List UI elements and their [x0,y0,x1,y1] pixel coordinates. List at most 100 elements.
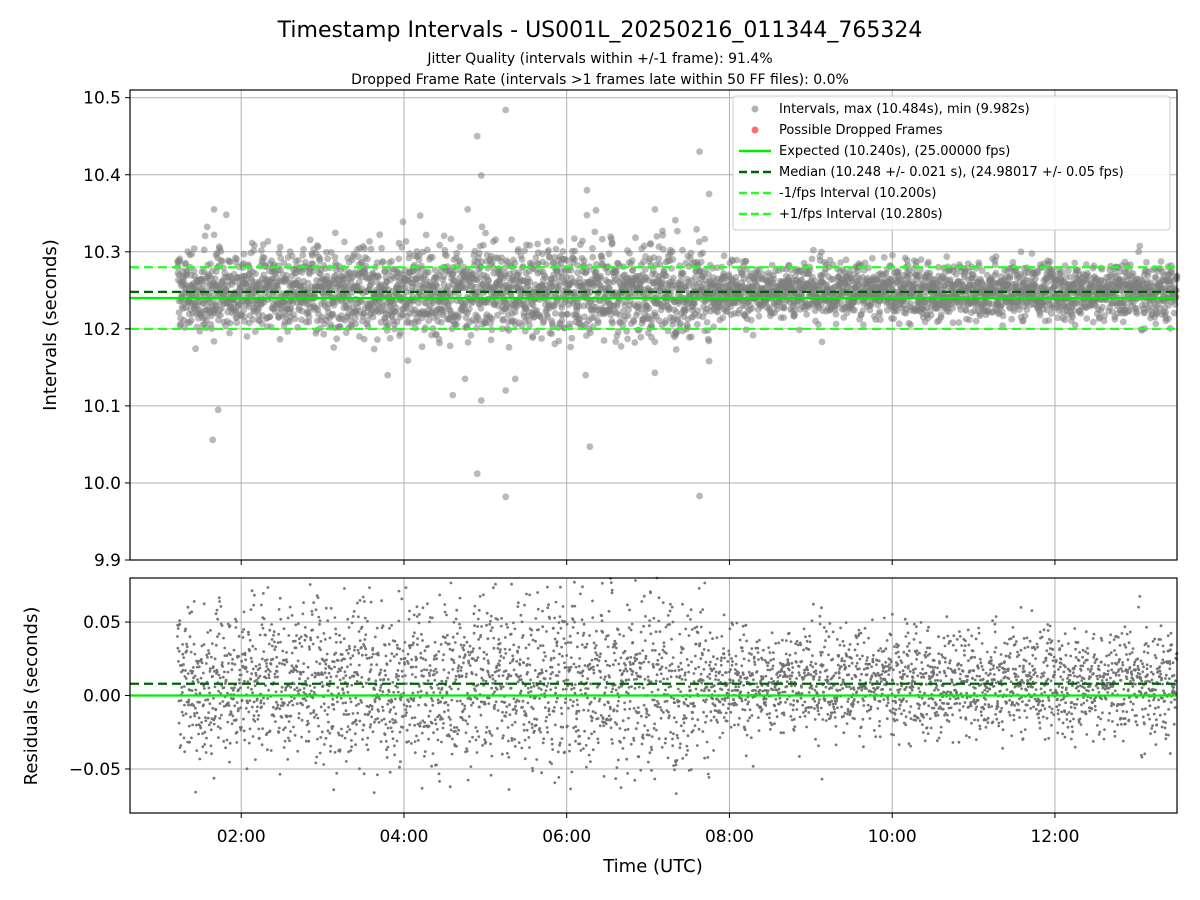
residual-point [191,670,195,673]
interval-point [233,319,241,327]
interval-point [470,270,477,277]
residual-point [218,702,222,705]
interval-point [621,301,629,309]
interval-point [810,246,817,254]
residual-point [294,623,298,627]
interval-point [693,226,700,233]
interval-point [791,311,799,318]
residual-point [262,696,265,700]
interval-point [1111,316,1119,323]
residual-point [231,688,235,692]
residual-point [247,741,251,745]
residual-point [214,715,217,718]
residual-point [255,697,259,701]
interval-point [418,343,426,351]
interval-point [477,397,485,404]
residual-point [290,614,294,617]
residual-point [207,649,210,652]
interval-point [651,206,659,213]
interval-point [628,257,636,264]
residual-point [276,706,279,710]
residual-point [251,644,255,648]
residual-point [183,750,187,754]
residual-point [185,642,188,646]
interval-point [391,325,398,333]
interval-point [217,247,225,255]
interval-point [626,249,633,257]
residual-point [177,649,181,653]
residual-point [240,726,243,729]
residual-point [200,721,204,724]
residual-point [315,755,319,759]
residual-point [289,730,292,733]
interval-point [1143,258,1150,266]
interval-point [674,227,681,235]
legend-label-median: Median (10.248 +/- 0.021 s), (24.98017 +… [779,165,1124,180]
residual-point [271,705,275,709]
residual-point [211,706,215,710]
interval-point [1083,315,1091,322]
interval-point [529,334,537,341]
interval-point [208,325,216,332]
interval-point [472,283,480,291]
interval-point [329,310,337,318]
interval-point [571,256,578,263]
residual-point [193,652,197,656]
residual-point [266,697,270,700]
interval-point [917,256,925,264]
interval-point [687,249,695,257]
residual-point [308,647,311,651]
interval-point [276,243,284,251]
interval-point [703,319,711,326]
residual-point [227,662,231,665]
residual-point [184,669,187,672]
interval-point [906,271,913,278]
interval-point [684,323,691,331]
interval-point [669,256,677,263]
residual-point [182,736,186,740]
interval-point [502,106,510,114]
residual-point [265,665,269,668]
residual-point [203,687,206,690]
interval-point [1152,320,1160,328]
interval-point [511,259,519,267]
interval-point [1162,308,1169,316]
interval-point [558,317,566,325]
interval-point [1133,310,1141,317]
interval-point [1046,258,1054,265]
residual-point [200,658,203,661]
residual-point [279,617,283,621]
residual-point [257,727,261,731]
interval-point [277,254,285,262]
interval-point [682,306,690,314]
residual-point [310,689,313,693]
interval-point [818,248,825,256]
interval-point [384,371,392,379]
residual-point [313,675,317,678]
interval-point [360,335,368,343]
residual-point [301,612,305,616]
interval-point [640,258,647,266]
interval-point [619,322,627,330]
residual-point [295,665,299,669]
residual-point [190,610,194,614]
residual-point [181,652,185,656]
residual-point [287,701,291,704]
interval-point [696,492,703,500]
interval-point [475,249,483,257]
residual-point [252,714,256,718]
interval-point [275,249,283,257]
interval-point [182,259,190,267]
residual-point [226,670,230,674]
residual-point [264,633,267,637]
interval-point [323,272,331,280]
residual-point [289,714,293,718]
interval-point [720,252,728,260]
interval-point [705,357,713,365]
residual-point [259,699,263,702]
residual-point [249,608,253,611]
residual-point [286,758,290,761]
residual-point [253,593,256,597]
interval-point [624,312,632,320]
interval-point [502,387,510,394]
